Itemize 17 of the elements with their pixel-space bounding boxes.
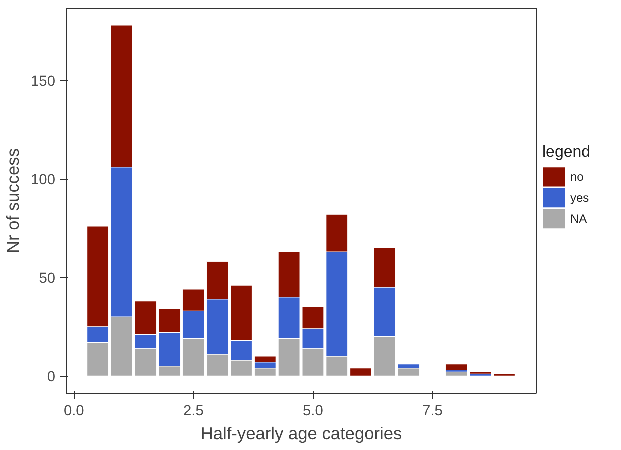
y-tick-label: 0 [47, 370, 56, 386]
x-tick-label: 2.5 [183, 404, 204, 420]
y-tick-label: 100 [31, 172, 56, 189]
x-tick-label: 7.5 [422, 404, 443, 420]
x-tick-label: 0.0 [64, 404, 84, 420]
y-tick-label: 50 [39, 271, 56, 288]
y-axis-title: Nr of success [3, 148, 24, 254]
legend-label: NA [570, 212, 588, 226]
bar [446, 364, 468, 371]
y-tick-label: 150 [31, 74, 56, 90]
legend-title: legend [542, 144, 591, 162]
x-tick-label: 5.0 [303, 404, 324, 420]
legend-label: yes [570, 191, 590, 206]
bar [350, 368, 372, 376]
x-axis-title: Half-yearly age categories [200, 424, 402, 444]
legend-label: no [570, 170, 584, 184]
bar [398, 368, 420, 376]
